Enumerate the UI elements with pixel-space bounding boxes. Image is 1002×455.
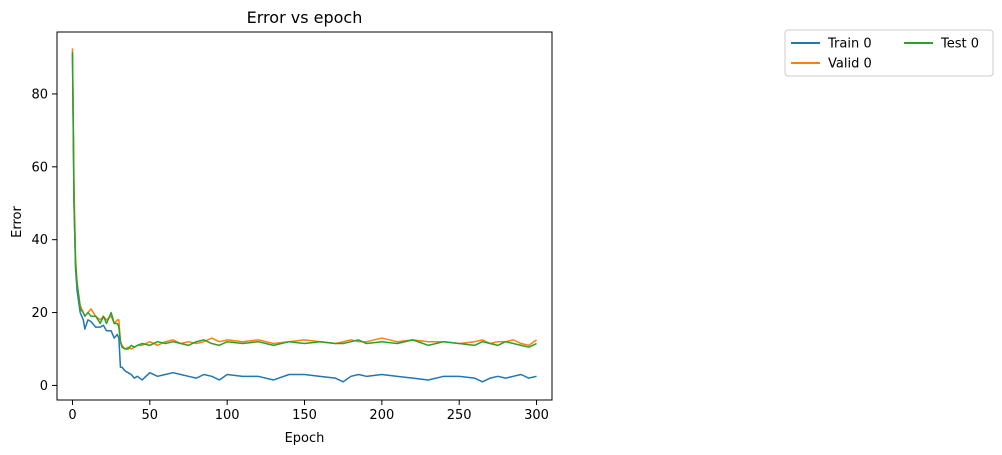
- series-line-valid-0: [71, 48, 537, 350]
- legend-box: [784, 29, 994, 77]
- y-tick-label: 20: [31, 306, 48, 321]
- axes: 0 50 100 150 200 250 300 0 20 40 60 80: [31, 31, 553, 423]
- legend-label: Train 0: [827, 37, 872, 52]
- legend-label: Test 0: [940, 37, 979, 52]
- x-tick-label: 300: [524, 408, 549, 423]
- plot-area: [71, 48, 537, 383]
- series-line-test-0: [71, 52, 537, 350]
- series-line-train-0: [71, 53, 537, 383]
- y-tick-label: 60: [31, 160, 48, 175]
- y-axis-title: Error: [10, 206, 25, 238]
- x-axis-title: Epoch: [285, 431, 325, 446]
- legend: Train 0 Valid 0 Test 0: [784, 29, 994, 77]
- y-tick-label: 40: [31, 233, 48, 248]
- x-tick-label: 250: [447, 408, 472, 423]
- x-tick-label: 100: [215, 408, 240, 423]
- x-tick-label: 50: [142, 408, 159, 423]
- x-tick-label: 200: [369, 408, 394, 423]
- y-tick-label: 80: [31, 87, 48, 102]
- x-tick-label: 0: [68, 408, 76, 423]
- chart-title: Error vs epoch: [247, 8, 363, 27]
- y-tick-label: 0: [40, 379, 48, 394]
- x-tick-label: 150: [292, 408, 317, 423]
- legend-label: Valid 0: [828, 57, 872, 72]
